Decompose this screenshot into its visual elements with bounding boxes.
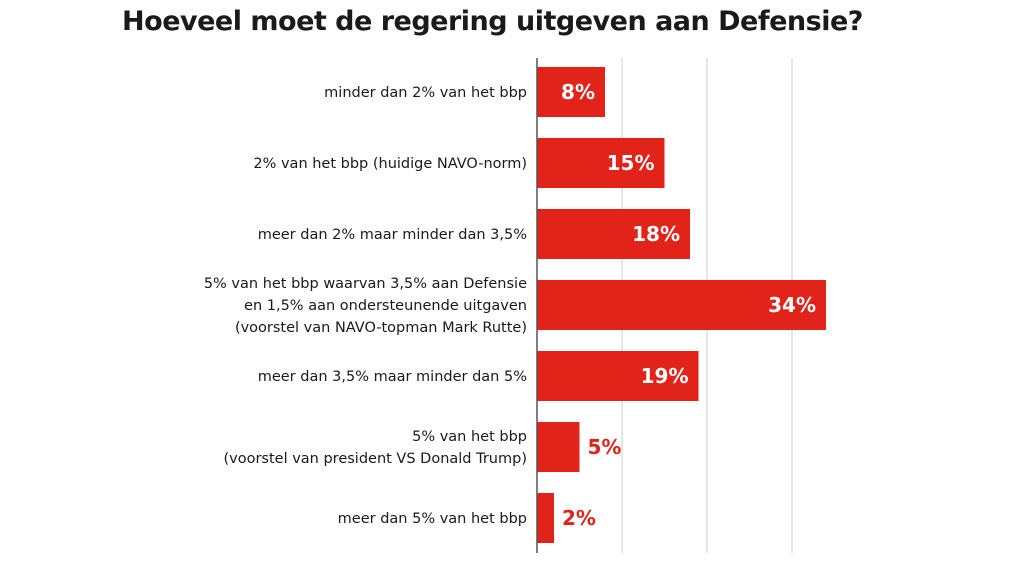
category-labels: minder dan 2% van het bbp 2% van het bbp … [204,85,527,527]
category-label-line: minder dan 2% van het bbp [324,85,527,101]
value-label-5: 5% [588,435,622,459]
category-label-3: 5% van het bbp waarvan 3,5% aan Defensie… [204,276,527,336]
bar-1 [537,138,665,188]
category-label-line: meer dan 3,5% maar minder dan 5% [258,369,527,385]
bar-4 [537,351,699,401]
chart-title: Hoeveel moet de regering uitgeven aan De… [122,6,863,37]
category-label-5: 5% van het bbp (voorstel van president VS… [223,429,527,467]
category-label-line: 2% van het bbp (huidige NAVO-norm) [253,156,527,172]
bar-6 [537,493,554,543]
category-label-line: 5% van het bbp waarvan 3,5% aan Defensie [204,276,527,292]
bar-3 [537,280,826,330]
category-label-2: meer dan 2% maar minder dan 3,5% [258,227,527,243]
bar-0 [537,67,605,117]
category-label-0: minder dan 2% van het bbp [324,85,527,101]
bar-5 [537,422,580,472]
value-label-3: 34% [768,293,816,317]
value-labels: 8% 15% 18% 34% 19% 5% 2% [561,80,816,530]
category-label-line: meer dan 5% van het bbp [338,511,527,527]
category-label-line: (voorstel van president VS Donald Trump) [223,451,527,467]
value-label-2: 18% [632,222,680,246]
value-label-0: 8% [561,80,595,104]
value-label-6: 2% [562,506,596,530]
category-label-line: 5% van het bbp [412,429,527,445]
category-label-6: meer dan 5% van het bbp [338,511,527,527]
category-label-4: meer dan 3,5% maar minder dan 5% [258,369,527,385]
category-label-1: 2% van het bbp (huidige NAVO-norm) [253,156,527,172]
value-label-4: 19% [641,364,689,388]
value-label-1: 15% [607,151,655,175]
category-label-line: (voorstel van NAVO-topman Mark Rutte) [235,320,527,336]
category-label-line: meer dan 2% maar minder dan 3,5% [258,227,527,243]
bars [537,67,826,543]
bar-2 [537,209,690,259]
category-label-line: en 1,5% aan ondersteunende uitgaven [244,298,527,314]
